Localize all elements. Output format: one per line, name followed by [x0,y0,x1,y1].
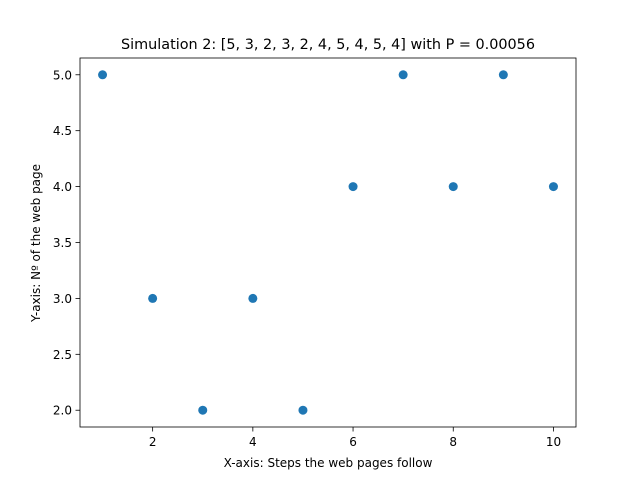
x-tick-label: 6 [349,435,357,449]
data-point [348,182,358,192]
x-tick-label: 10 [546,435,561,449]
data-point [398,70,408,80]
data-point [548,182,558,192]
y-tick-label: 3.0 [53,292,72,306]
data-point [148,293,158,303]
axes-frame [79,57,577,428]
x-tick-label: 8 [449,435,457,449]
y-tick-label: 4.0 [53,180,72,194]
y-tick-label: 2.5 [53,348,72,362]
data-point [198,405,208,415]
plot-area: 2 4 6 8 10 2.0 2.5 3.0 3.5 4.0 4.5 5.0 [53,57,577,449]
data-point [298,405,308,415]
x-tick-label: 2 [149,435,157,449]
x-axis-label: X-axis: Steps the web pages follow [224,456,433,470]
data-point [448,182,458,192]
y-tick-label: 2.0 [53,404,72,418]
data-point [498,70,508,80]
y-tick-label: 3.5 [53,236,72,250]
y-tick-label: 4.5 [53,124,72,138]
x-tick-label: 4 [249,435,257,449]
data-point [98,70,108,80]
y-axis-label: Y-axis: Nº of the web page [29,164,43,323]
y-tick-label: 5.0 [53,68,72,82]
data-point [248,293,258,303]
chart-title: Simulation 2: [5, 3, 2, 3, 2, 4, 5, 4, 5… [121,37,535,53]
